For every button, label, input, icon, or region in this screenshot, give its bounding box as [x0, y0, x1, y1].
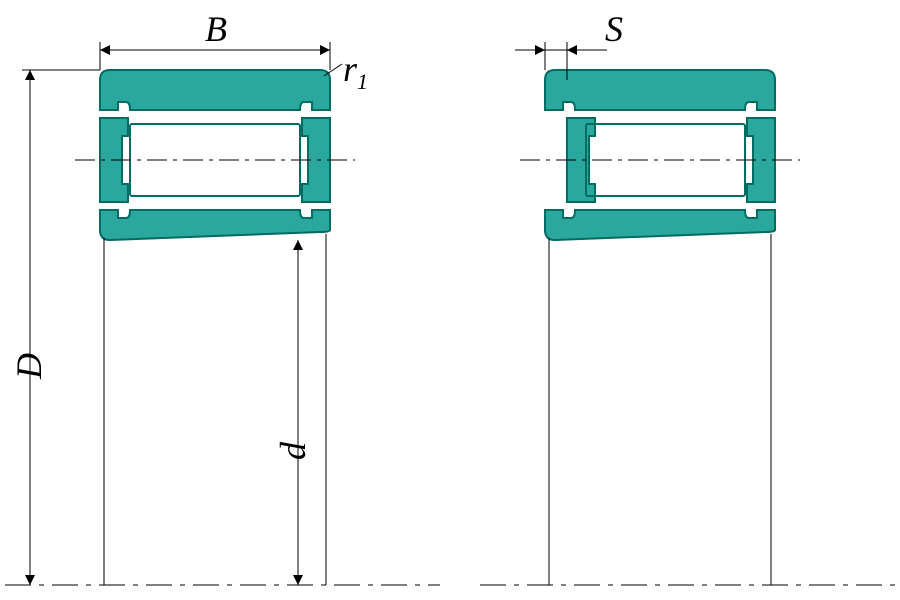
bearing-cross-section-diagram [0, 0, 900, 600]
label-D: D [8, 353, 50, 379]
label-r1-main: r [343, 49, 357, 89]
label-B: B [205, 8, 227, 50]
label-S: S [605, 8, 623, 50]
label-r1: r1 [343, 48, 368, 95]
label-d: d [272, 442, 314, 460]
label-r1-sub: 1 [357, 69, 368, 94]
